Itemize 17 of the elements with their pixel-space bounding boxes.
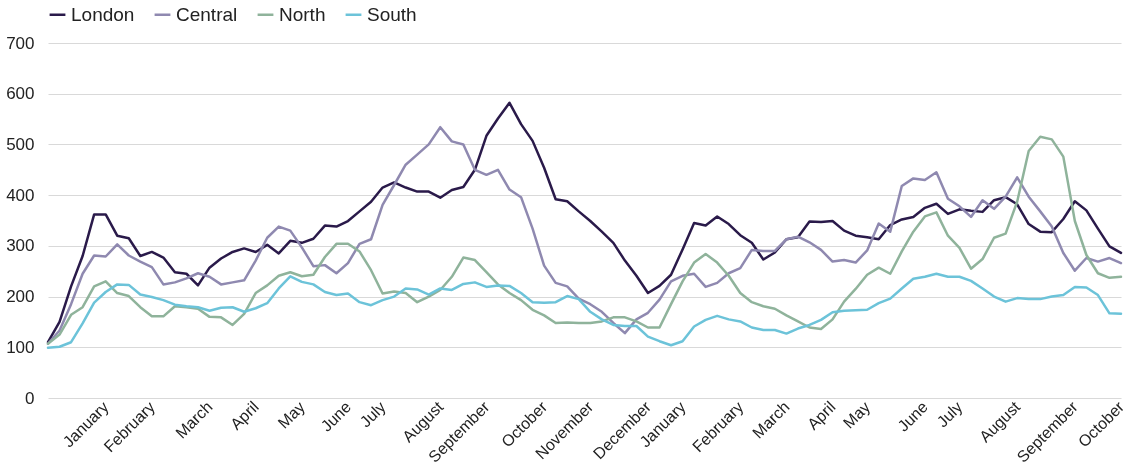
y-tick-label: 500 [6, 134, 35, 154]
y-tick-label: 0 [25, 388, 35, 408]
legend-label: Central [176, 3, 238, 25]
x-tick-label: July [356, 398, 389, 431]
y-tick-label: 700 [6, 33, 35, 53]
x-tick-label: July [933, 398, 966, 431]
y-tick-label: 400 [6, 185, 35, 205]
y-tick-label: 200 [6, 287, 35, 307]
y-tick-label: 300 [6, 236, 35, 256]
x-tick-label: May [839, 398, 874, 432]
legend-label: North [279, 3, 326, 25]
line-series [46, 272, 1123, 350]
y-tick-label: 600 [6, 84, 35, 104]
x-tick-label: May [274, 398, 308, 432]
legend-label: South [367, 3, 417, 25]
y-tick-label: 100 [6, 337, 35, 357]
legend-label: London [71, 3, 135, 25]
